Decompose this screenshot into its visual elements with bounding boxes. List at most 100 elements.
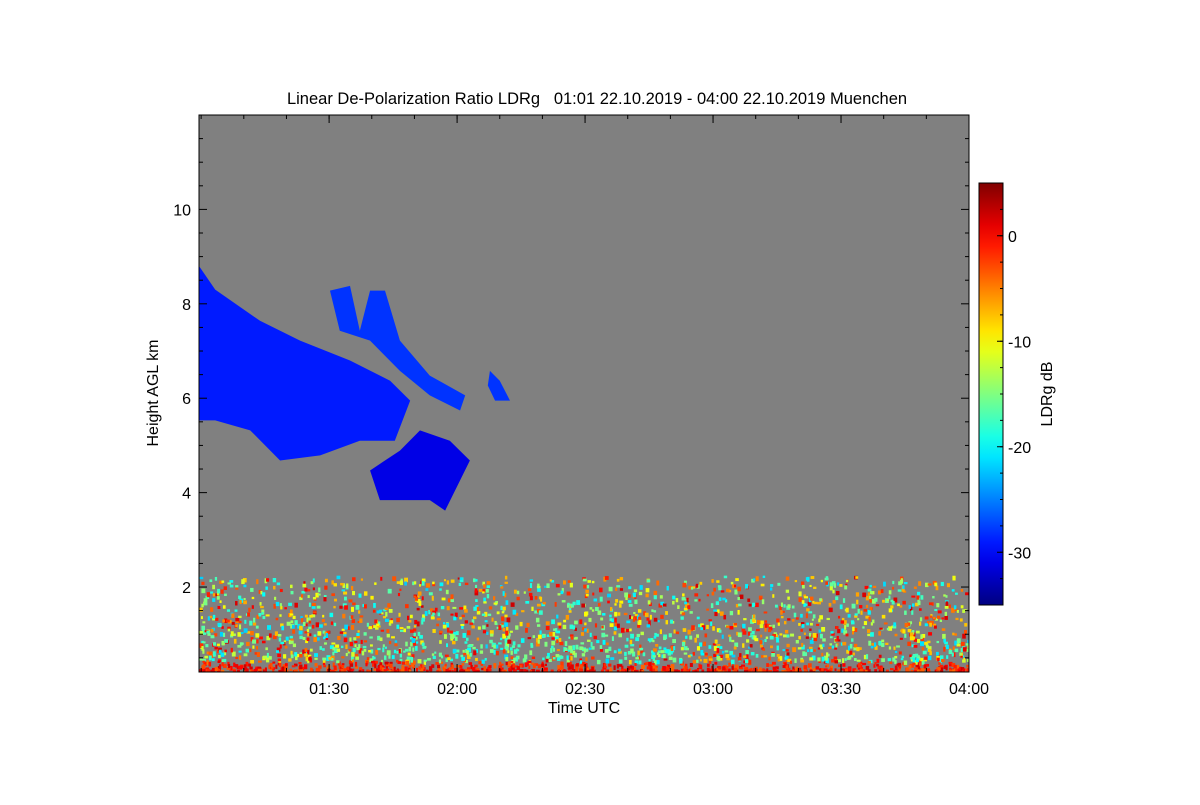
data-cell [341, 656, 345, 659]
data-cell [349, 637, 352, 642]
data-cell [694, 593, 699, 597]
data-cell [439, 582, 444, 587]
data-cell [455, 653, 459, 659]
data-cell [826, 617, 830, 621]
data-cell [386, 650, 391, 655]
data-cell [375, 668, 379, 672]
data-cell [466, 667, 471, 670]
data-cell [233, 638, 237, 644]
data-cell [698, 624, 702, 628]
data-cell [240, 632, 244, 635]
data-cell [610, 657, 615, 661]
data-cell [614, 617, 617, 623]
data-cell [347, 669, 352, 672]
data-cell [333, 665, 337, 670]
data-cell [377, 669, 381, 672]
data-cell [582, 578, 587, 582]
data-cell [445, 622, 450, 628]
data-cell [746, 639, 750, 643]
data-cell [217, 660, 221, 664]
data-cell [558, 624, 562, 629]
data-cell [913, 586, 917, 589]
data-cell [352, 577, 356, 582]
data-cell [202, 668, 205, 671]
data-cell [954, 633, 957, 636]
data-cell [913, 638, 918, 642]
data-cell [649, 614, 652, 620]
data-cell [922, 650, 927, 655]
data-cell [750, 652, 755, 656]
data-cell [663, 647, 667, 650]
data-cell [370, 595, 374, 600]
data-cell [798, 635, 801, 640]
data-cell [952, 646, 955, 651]
data-cell [684, 580, 687, 585]
data-cell [249, 668, 253, 672]
data-cell [394, 640, 398, 643]
data-cell [473, 578, 476, 583]
data-cell [309, 614, 313, 618]
data-cell [316, 605, 321, 609]
data-cell [504, 614, 508, 618]
data-cell [566, 591, 571, 596]
data-cell [460, 654, 464, 658]
data-cell [506, 626, 509, 631]
data-cell [486, 624, 489, 627]
data-cell [591, 646, 595, 650]
data-cell [495, 644, 499, 649]
data-cell [375, 625, 379, 630]
data-cell [682, 582, 687, 588]
data-cell [256, 614, 260, 619]
data-cell [963, 630, 967, 635]
data-cell [213, 651, 216, 656]
colorbar-tick-label: 0 [1008, 229, 1017, 246]
data-cell [890, 605, 894, 609]
data-cell [568, 645, 573, 650]
data-cell [777, 582, 781, 586]
data-cell [812, 633, 817, 638]
data-cell [684, 604, 687, 608]
data-cell [852, 652, 855, 656]
data-cell [870, 622, 873, 626]
data-cell [763, 611, 768, 614]
data-cell [650, 637, 654, 642]
data-cell [484, 620, 488, 623]
data-cell [755, 576, 759, 582]
data-cell [363, 632, 367, 636]
data-cell [948, 649, 953, 655]
data-cell [954, 648, 959, 653]
data-cell [410, 659, 413, 663]
data-cell [686, 669, 690, 672]
data-cell [817, 601, 821, 605]
data-cell [488, 665, 492, 669]
data-cell [446, 606, 450, 611]
data-cell [423, 659, 428, 662]
data-cell [899, 579, 904, 584]
data-cell [909, 636, 914, 641]
data-cell [217, 605, 221, 610]
data-cell [214, 646, 219, 650]
data-cell [795, 639, 799, 644]
data-cell [250, 637, 254, 642]
data-cell [916, 591, 921, 596]
data-cell [653, 660, 658, 665]
data-cell [616, 585, 621, 588]
data-cell [629, 615, 632, 620]
data-cell [561, 587, 564, 593]
data-cell [723, 575, 728, 579]
data-cell [630, 668, 633, 672]
data-cell [212, 598, 216, 602]
data-cell [687, 655, 691, 658]
data-cell [396, 617, 400, 623]
data-cell [208, 651, 213, 656]
data-cell [684, 665, 688, 671]
data-cell [201, 581, 205, 585]
data-cell [210, 607, 214, 612]
data-cell [460, 668, 464, 672]
data-cell [776, 638, 780, 643]
data-cell [894, 655, 898, 659]
data-cell [330, 657, 334, 661]
data-cell [609, 667, 613, 672]
data-cell [909, 606, 913, 611]
data-cell [829, 586, 833, 591]
